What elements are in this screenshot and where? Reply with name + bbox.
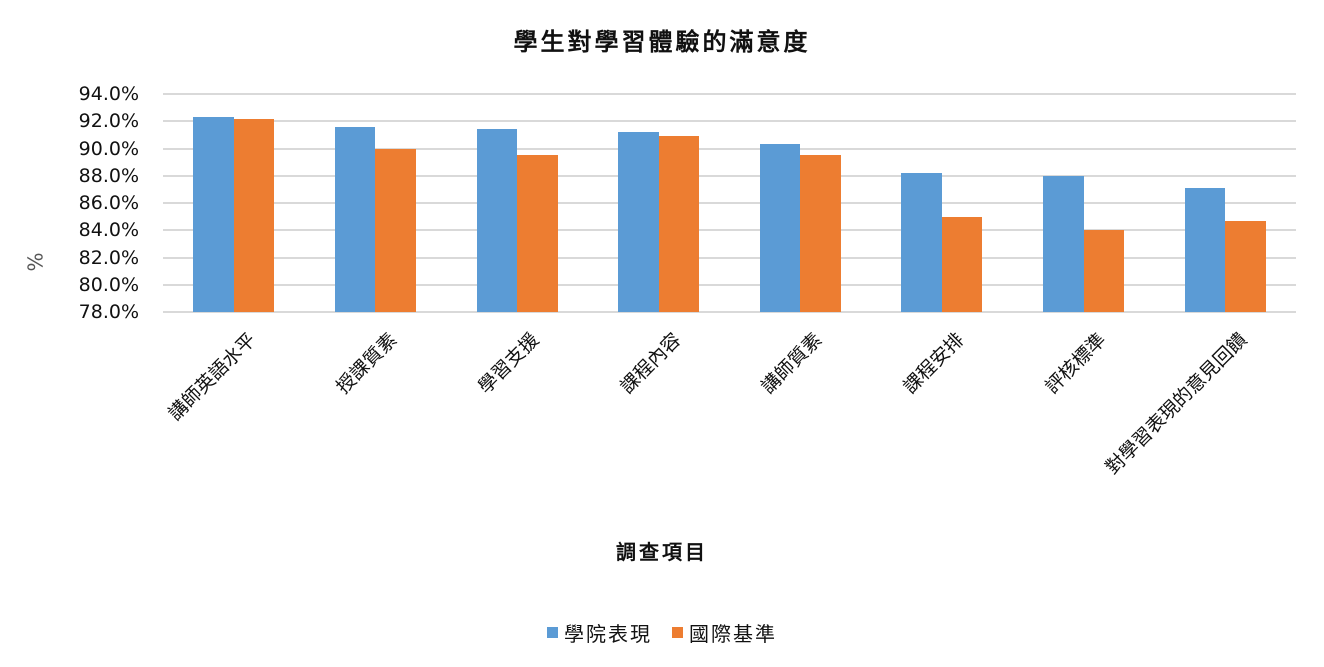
x-tick-label: 學習支援 bbox=[474, 328, 544, 399]
bar-academy bbox=[759, 144, 801, 312]
gridline bbox=[163, 120, 1296, 123]
x-tick-label: 評核標準 bbox=[1040, 328, 1110, 399]
x-tick-label: 授課質素 bbox=[332, 328, 402, 399]
chart-title: 學生對學習體驗的滿意度 bbox=[513, 27, 811, 56]
bar-academy bbox=[1043, 175, 1084, 312]
gridline bbox=[163, 229, 1296, 232]
legend-label: 國際基準 bbox=[689, 622, 777, 646]
x-axis-label: 調查項目 bbox=[616, 540, 708, 564]
bar-academy bbox=[618, 132, 659, 312]
gridline bbox=[163, 93, 1296, 95]
legend: 學院表現 國際基準 bbox=[0, 618, 1324, 647]
bar-benchmark bbox=[233, 118, 275, 312]
legend-item: 學院表現 bbox=[547, 618, 652, 647]
gridline bbox=[163, 202, 1296, 204]
bar-benchmark bbox=[658, 136, 700, 312]
bar-academy bbox=[193, 117, 234, 312]
gridline bbox=[163, 174, 1296, 177]
y-tick-label: 80.0% bbox=[78, 273, 139, 296]
legend-label: 學院表現 bbox=[564, 622, 652, 646]
x-tick-label: 講師質素 bbox=[757, 328, 827, 399]
bar-academy bbox=[901, 173, 942, 312]
bar-benchmark bbox=[375, 148, 416, 312]
x-tick-label: 課程內容 bbox=[615, 328, 686, 399]
gridline bbox=[163, 283, 1296, 286]
legend-swatch-icon bbox=[672, 627, 683, 638]
plot-area bbox=[163, 93, 1296, 313]
bar-academy bbox=[334, 126, 376, 312]
y-tick-label: 94.0% bbox=[78, 83, 139, 105]
bar-benchmark bbox=[1225, 220, 1266, 312]
y-tick-label: 90.0% bbox=[78, 137, 139, 160]
legend-item: 國際基準 bbox=[672, 618, 777, 647]
y-tick-label: 84.0% bbox=[78, 219, 139, 242]
bar-benchmark bbox=[1083, 230, 1125, 312]
y-tick-label: 78.0% bbox=[78, 301, 139, 323]
y-tick-label: 88.0% bbox=[78, 164, 139, 187]
bar-benchmark bbox=[517, 155, 558, 312]
y-tick-label: 92.0% bbox=[78, 110, 139, 133]
x-tick-label: 對學習表現的意見回饋 bbox=[1101, 328, 1252, 479]
y-tick-label: 82.0% bbox=[78, 246, 139, 269]
bar-benchmark bbox=[941, 216, 983, 312]
gridline bbox=[163, 256, 1296, 259]
legend-swatch-icon bbox=[547, 627, 558, 638]
gridline bbox=[163, 147, 1296, 150]
gridline bbox=[163, 311, 1296, 313]
bar-academy bbox=[1184, 188, 1226, 312]
bar-academy bbox=[476, 129, 518, 312]
y-tick-label: 86.0% bbox=[78, 192, 139, 214]
bar-benchmark bbox=[800, 155, 841, 312]
x-tick-label: 課程安排 bbox=[899, 328, 969, 399]
x-tick-label: 講師英語水平 bbox=[164, 328, 261, 426]
